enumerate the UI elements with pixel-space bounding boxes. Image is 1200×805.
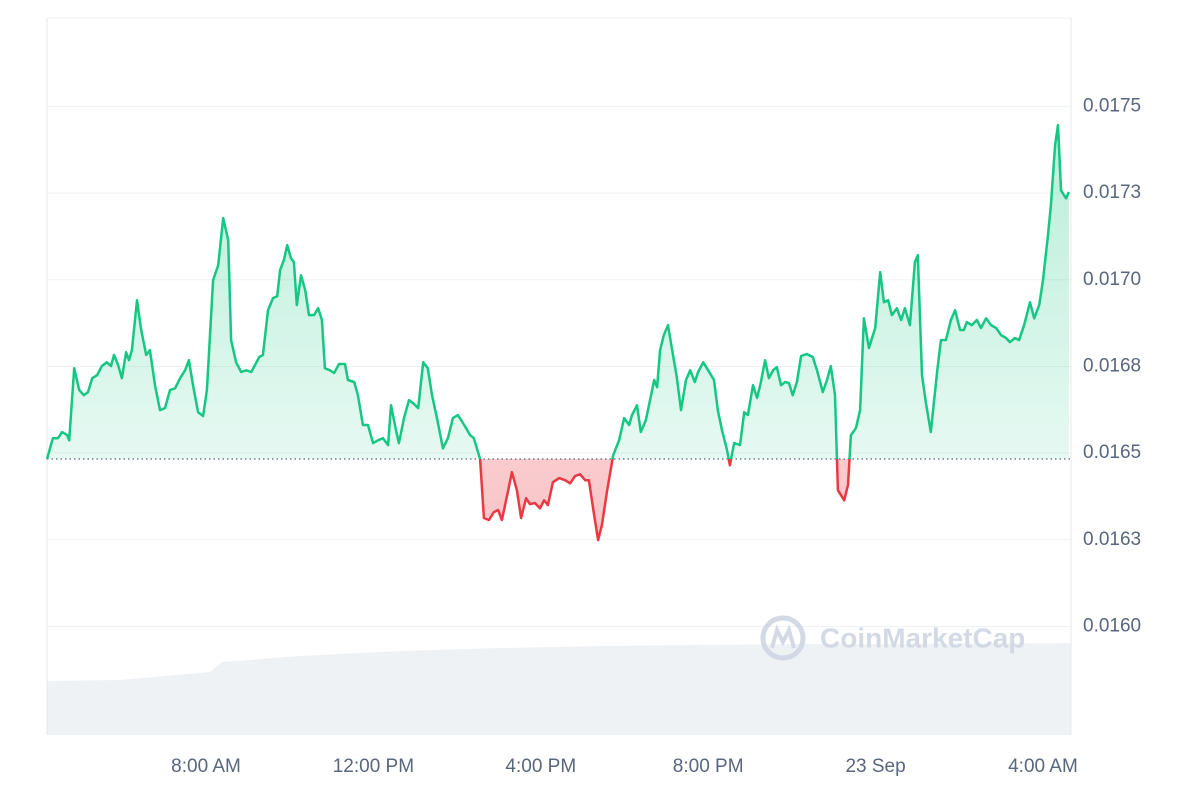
y-tick-label: 0.0170 [1083,269,1141,290]
watermark-logo [760,615,806,661]
price-line-down [47,459,851,542]
watermark: CoinMarketCap [760,615,1025,661]
watermark-text: CoinMarketCap [820,622,1025,653]
x-tick-label: 4:00 PM [505,756,576,777]
x-tick-label: 23 Sep [845,756,905,777]
y-tick-label: 0.0160 [1083,615,1141,636]
x-tick-label: 4:00 AM [1008,756,1078,777]
x-tick-label: 12:00 PM [333,756,414,777]
x-tick-label: 8:00 PM [673,756,744,777]
watermark-logo [770,624,796,649]
area-up [47,125,1069,460]
volume-area [47,643,1071,735]
price-line-up [45,123,1071,460]
y-tick-label: 0.0175 [1083,95,1141,116]
y-tick-label: 0.0168 [1083,355,1141,376]
x-tick-label: 8:00 AM [171,756,241,777]
y-tick-label: 0.0165 [1083,442,1141,463]
y-tick-label: 0.0173 [1083,182,1141,203]
plot [45,123,1071,542]
y-tick-label: 0.0163 [1083,529,1141,550]
